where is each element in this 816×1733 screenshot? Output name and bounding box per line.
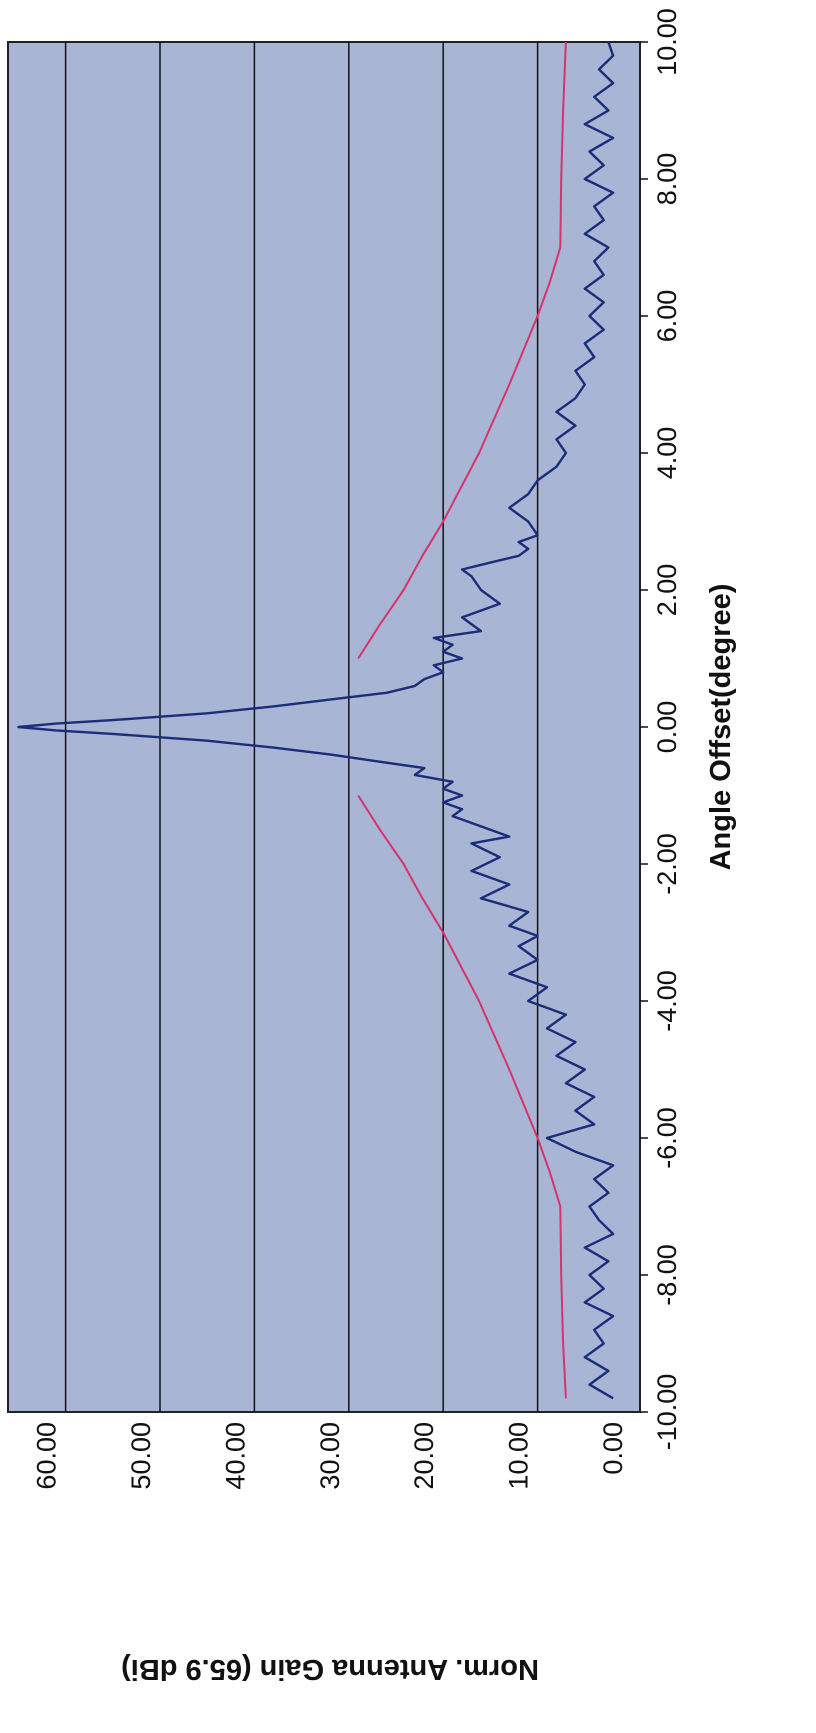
y-tick-label-6: 60.00 (32, 1422, 62, 1490)
plot-area (7, 41, 641, 1413)
series-line-1 (357, 794, 567, 1399)
x-tick-label-0: -10.00 (652, 1374, 682, 1451)
y-tick-labels: 0.00 10.00 20.00 30.00 40.00 50.00 60.00 (32, 1422, 628, 1490)
y-axis-title: Norm. Antenna Gain (65.9 dBi) (121, 1653, 539, 1685)
y-tick-label-4: 40.00 (220, 1422, 250, 1490)
x-tick-label-7: 4.00 (652, 427, 682, 480)
x-tick-label-8: 6.00 (652, 290, 682, 343)
x-tick-label-1: -8.00 (652, 1244, 682, 1306)
x-tick-label-5: 0.00 (652, 701, 682, 754)
series-line-2 (357, 41, 567, 660)
series-lines (17, 41, 615, 1400)
series-line-0 (17, 41, 615, 1400)
x-tick-label-9: 8.00 (652, 153, 682, 206)
x-tick-label-10: 10.00 (652, 8, 682, 76)
x-tick-label-6: 2.00 (652, 564, 682, 617)
y-tick-label-0: 0.00 (598, 1422, 628, 1475)
x-tick-label-4: -2.00 (652, 833, 682, 895)
x-axis-title: Angle Offset(degree) (705, 584, 737, 871)
y-tick-label-2: 20.00 (409, 1422, 439, 1490)
y-tick-label-5: 50.00 (126, 1422, 156, 1490)
grid-lines (64, 42, 539, 1412)
x-tick-labels: -10.00 -8.00 -6.00 -4.00 -2.00 0.00 2.00 4.00 6.… (640, 8, 682, 1450)
x-tick-label-2: -6.00 (652, 1107, 682, 1169)
x-tick-label-3: -4.00 (652, 970, 682, 1032)
y-tick-label-3: 30.00 (315, 1422, 345, 1490)
y-tick-label-1: 10.00 (504, 1422, 534, 1490)
